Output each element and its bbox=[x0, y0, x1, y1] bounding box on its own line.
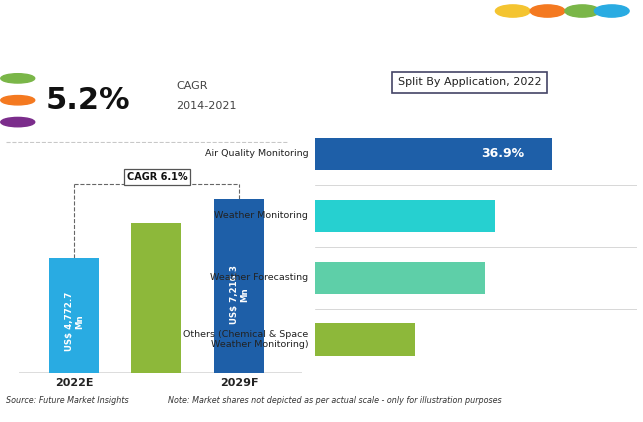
Text: US$ 4,772.7
Mn: US$ 4,772.7 Mn bbox=[64, 292, 84, 351]
Text: US$ 7,216.3
Mn: US$ 7,216.3 Mn bbox=[230, 265, 249, 325]
Bar bbox=[315, 138, 552, 170]
Text: CAGR 6.1%: CAGR 6.1% bbox=[127, 172, 187, 182]
Circle shape bbox=[1, 117, 35, 127]
Text: 5.2%: 5.2% bbox=[46, 86, 131, 115]
Bar bbox=[49, 258, 100, 373]
Text: Split By Application, 2022: Split By Application, 2022 bbox=[397, 77, 541, 87]
Circle shape bbox=[530, 5, 565, 17]
Text: CAGR: CAGR bbox=[176, 81, 208, 91]
Text: 2014-2021: 2014-2021 bbox=[176, 101, 237, 111]
Bar bbox=[131, 223, 181, 373]
Circle shape bbox=[1, 74, 35, 83]
Circle shape bbox=[565, 5, 599, 17]
Circle shape bbox=[594, 5, 629, 17]
Bar bbox=[315, 200, 495, 232]
Text: Source: Future Market Insights: Source: Future Market Insights bbox=[6, 396, 129, 406]
Text: Note: Market shares not depicted as per actual scale - only for illustration pur: Note: Market shares not depicted as per … bbox=[168, 396, 501, 406]
Bar bbox=[315, 323, 415, 355]
Text: 36.9%: 36.9% bbox=[481, 147, 524, 160]
Text: Global Weather Information Technology Market: Global Weather Information Technology Ma… bbox=[12, 17, 367, 30]
Text: 2022-2029: 2022-2029 bbox=[12, 41, 91, 54]
Text: fmi: fmi bbox=[536, 28, 576, 48]
Circle shape bbox=[1, 95, 35, 105]
Bar bbox=[214, 199, 264, 373]
Bar bbox=[315, 262, 485, 294]
Circle shape bbox=[496, 5, 530, 17]
Text: Future Market Insights: Future Market Insights bbox=[521, 54, 592, 59]
